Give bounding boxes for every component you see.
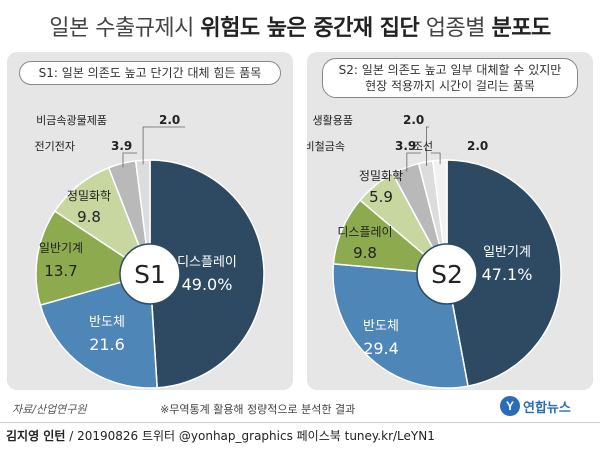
title-prefix: 일본 수출규제시 — [49, 16, 201, 41]
center-hole — [119, 243, 181, 305]
leader-line — [142, 126, 185, 165]
slice-value: 49.0% — [182, 275, 233, 294]
s1-pie-chart: S1 디스플레이 49.0% 반도체 21.6 일반기계 13.7 정밀화학 9.8 전기전자 3.… — [35, 113, 265, 389]
slice-label: 정밀화학 — [67, 189, 111, 203]
footer-credit: 김지영 인턴 / 20190826 트위터 @yonhap_graphics 페… — [0, 422, 600, 450]
slice-value: 9.8 — [353, 244, 377, 262]
slice-value: 2.0 — [403, 113, 424, 127]
slice-value: 21.6 — [89, 335, 125, 354]
slice-value: 5.9 — [369, 188, 393, 206]
slice-value: 3.9 — [111, 139, 132, 153]
slice-label: 비금속광물제품 — [36, 114, 107, 127]
s2-subtitle-line-2: 현장 적용까지 시간이 걸리는 품목 — [365, 79, 535, 93]
slice-value: 2.0 — [159, 113, 180, 127]
title-emphasis: 위험도 높은 중간재 집단 — [200, 16, 420, 41]
slice-label: 반도체 — [363, 319, 399, 334]
source-text: 자료/산업연구원 — [12, 403, 87, 416]
leader-line — [122, 152, 137, 168]
slice-label: 생활용품 — [313, 113, 353, 127]
title-suffix: 분포도 — [491, 16, 552, 41]
s2-pie-chart: S2 일반기계 47.1% 반도체 29.4 디스플레이 9.8 정밀화학 5.9 비철금속 3.9… — [307, 113, 562, 389]
s2-subtitle-line-1: S2: 일본 의존도 높고 일부 대체할 수 있지만 — [338, 63, 562, 77]
s1-subtitle: S1: 일본 의존도 높고 단기간 대체 힘든 품목 — [19, 61, 281, 85]
center-hole — [416, 243, 478, 305]
slice-value: 2.0 — [467, 139, 488, 153]
center-label: S1 — [134, 260, 166, 289]
pie-slice — [446, 159, 562, 387]
chart-title: 일본 수출규제시 위험도 높은 중간재 집단 업종별 분포도 — [0, 10, 600, 42]
pie-slice — [149, 159, 265, 389]
slice-value: 9.8 — [77, 208, 101, 226]
leader-line — [426, 126, 429, 166]
pie-slice — [39, 273, 158, 389]
slice-label: 디스플레이 — [337, 225, 392, 239]
s2-panel: S2: 일본 의존도 높고 일부 대체할 수 있지만 현장 적용까지 시간이 걸… — [307, 52, 593, 390]
slice-label: 전기전자 — [35, 140, 75, 153]
yonhap-logo: Y 연합뉴스 — [500, 396, 571, 416]
footer-author: 김지영 인턴 — [6, 429, 66, 443]
s1-panel: S1: 일본 의존도 높고 단기간 대체 힘든 품목 S1 디스플레이 49.0% 반… — [7, 52, 293, 390]
slice-value: 47.1% — [482, 265, 533, 284]
leader-line — [431, 152, 441, 165]
leader-line — [406, 152, 421, 172]
slice-value: 3.9 — [395, 139, 416, 153]
logo-text: 연합뉴스 — [523, 400, 571, 416]
s2-subtitle: S2: 일본 의존도 높고 일부 대체할 수 있지만 현장 적용까지 시간이 걸… — [322, 58, 578, 98]
note-text: ※무역통계 활용해 정량적으로 분석한 결과 — [160, 403, 356, 416]
title-middle: 업종별 — [419, 16, 492, 41]
slice-label: 비철금속 — [307, 140, 345, 153]
slice-label: 조선 — [413, 140, 433, 153]
footer-rest: / 20190826 트위터 @yonhap_graphics 페이스북 tun… — [65, 429, 435, 443]
slice-label: 디스플레이 — [177, 255, 237, 270]
slice-label: 일반기계 — [483, 245, 531, 260]
slice-label: 일반기계 — [39, 241, 83, 255]
slice-value: 29.4 — [363, 339, 399, 358]
slice-label: 정밀화학 — [359, 169, 403, 183]
slice-label: 반도체 — [89, 315, 125, 330]
slice-value: 13.7 — [44, 262, 77, 280]
logo-icon: Y — [500, 396, 520, 416]
center-label: S2 — [431, 260, 463, 289]
